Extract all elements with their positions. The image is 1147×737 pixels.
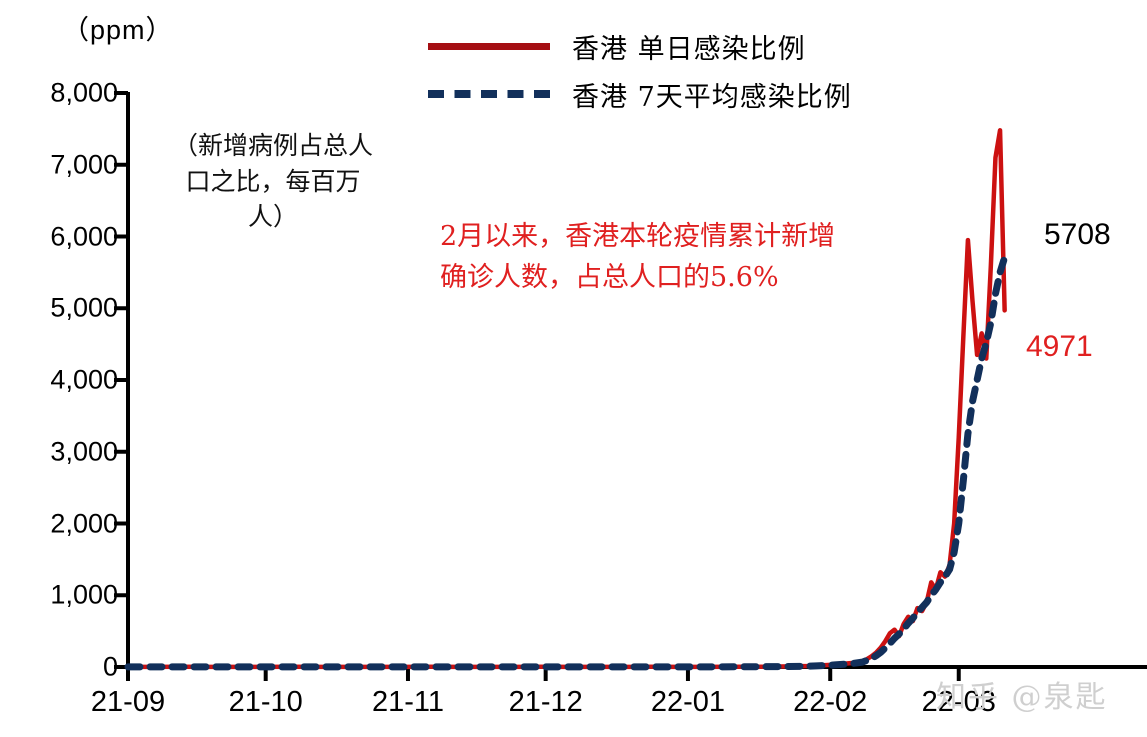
legend-swatch-average-icon bbox=[428, 90, 550, 98]
x-axis-tick-label: 21-12 bbox=[508, 686, 583, 718]
chart-series-group bbox=[124, 128, 1009, 671]
x-axis-tick-label: 22-02 bbox=[793, 686, 868, 718]
legend-label-average: 香港 7天平均感染比例 bbox=[572, 81, 852, 113]
annotation-definition-note: （新增病例占总人口之比，每百万人） bbox=[172, 131, 373, 231]
x-axis-tick-label: 22-03 bbox=[921, 686, 996, 718]
y-axis-tick-label: 6,000 bbox=[50, 221, 118, 251]
y-axis-tick-label: 0 bbox=[102, 651, 118, 682]
annotation-summary-note: 2月以来，香港本轮疫情累计新增确诊人数，占总人口的5.6% bbox=[440, 221, 836, 294]
zhihu-watermark: 知乎 @泉匙 bbox=[936, 680, 1108, 715]
y-axis-tick-label: 3,000 bbox=[50, 436, 118, 467]
y-axis-tick-label: 8,000 bbox=[50, 77, 118, 108]
chart-axes bbox=[114, 91, 1147, 681]
legend-swatch-daily-icon bbox=[428, 42, 550, 50]
y-axis-tick-label: 4,000 bbox=[50, 364, 118, 395]
series-line-daily bbox=[125, 128, 1007, 670]
y-axis-unit-label: （ppm） bbox=[62, 15, 174, 45]
legend-item-daily: 香港 单日感染比例 bbox=[428, 22, 852, 70]
series-line-average bbox=[124, 253, 1009, 671]
chart-legend: 香港 单日感染比例 香港 7天平均感染比例 bbox=[428, 22, 852, 118]
y-axis-tick-label: 1,000 bbox=[50, 579, 118, 610]
x-axis-tick-label: 21-10 bbox=[228, 686, 303, 718]
x-axis-tick-label: 21-09 bbox=[90, 686, 166, 718]
y-axis-tick-label: 7,000 bbox=[50, 149, 118, 180]
data-label-daily-end: 4971 bbox=[1026, 330, 1093, 363]
data-label-average-end: 5708 bbox=[1044, 218, 1111, 251]
y-axis-tick-label: 2,000 bbox=[50, 508, 118, 538]
y-axis-tick-label: 5,000 bbox=[50, 292, 118, 323]
x-axis-tick-label: 21-11 bbox=[371, 686, 444, 718]
legend-item-average: 香港 7天平均感染比例 bbox=[428, 70, 852, 118]
x-axis-tick-label: 22-01 bbox=[650, 686, 726, 718]
y-axis-tick-labels: 0 1,000 2,000 3,000 4,000 5,000 6,000 7,000 8,00… bbox=[0, 0, 118, 737]
legend-label-daily: 香港 单日感染比例 bbox=[572, 33, 806, 65]
